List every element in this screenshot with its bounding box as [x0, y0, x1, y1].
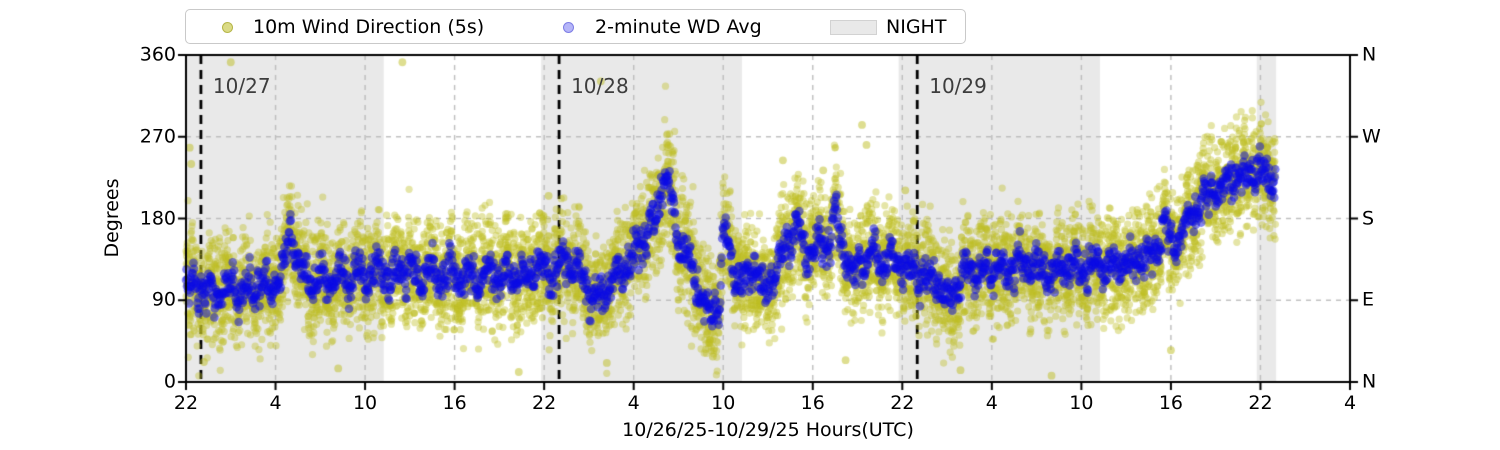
- x-tick-label: 16: [1158, 392, 1184, 414]
- wd-scatter-marker-icon: [222, 21, 233, 33]
- legend-night-label: NIGHT: [886, 15, 947, 38]
- x-tick-label: 22: [173, 392, 199, 414]
- x-tick-label: 16: [800, 392, 825, 414]
- chart-legend: 10m Wind Direction (5s) 2-minute WD Avg …: [185, 9, 966, 44]
- date-label: 10/28: [571, 74, 629, 98]
- y-tick-label: 180: [139, 207, 176, 229]
- x-axis-title: 10/26/25-10/29/25 Hours(UTC): [622, 419, 914, 441]
- compass-tick-label: N: [1362, 370, 1377, 393]
- x-tick-label: 10: [1069, 392, 1094, 414]
- compass-tick-label: N: [1362, 43, 1377, 66]
- wd-avg-marker-icon: [563, 21, 574, 33]
- x-tick-label: 22: [1248, 392, 1273, 414]
- x-tick-label: 10: [711, 392, 736, 414]
- x-tick-label: 10: [352, 392, 378, 414]
- x-tick-label: 4: [1343, 392, 1357, 414]
- x-tick-label: 16: [442, 392, 467, 414]
- date-label: 10/27: [212, 74, 271, 98]
- y-tick-label: 0: [163, 370, 176, 393]
- y-tick-label: 270: [139, 125, 176, 148]
- x-tick-label: 22: [890, 392, 915, 414]
- compass-tick-label: E: [1362, 288, 1375, 311]
- x-tick-label: 4: [627, 392, 640, 414]
- x-tick-label: 22: [532, 392, 557, 414]
- legend-wd-label: 10m Wind Direction (5s): [253, 15, 485, 38]
- x-tick-label: 4: [269, 392, 282, 414]
- compass-tick-label: W: [1362, 125, 1381, 148]
- night-patch-icon: [830, 20, 877, 35]
- y-axis-title: Degrees: [101, 178, 123, 258]
- y-tick-label: 90: [151, 288, 176, 311]
- x-tick-label: 4: [985, 392, 998, 414]
- date-label: 10/29: [929, 74, 987, 98]
- y-tick-label: 360: [139, 43, 176, 66]
- legend-avg-label: 2-minute WD Avg: [595, 15, 762, 38]
- compass-tick-label: S: [1362, 207, 1375, 229]
